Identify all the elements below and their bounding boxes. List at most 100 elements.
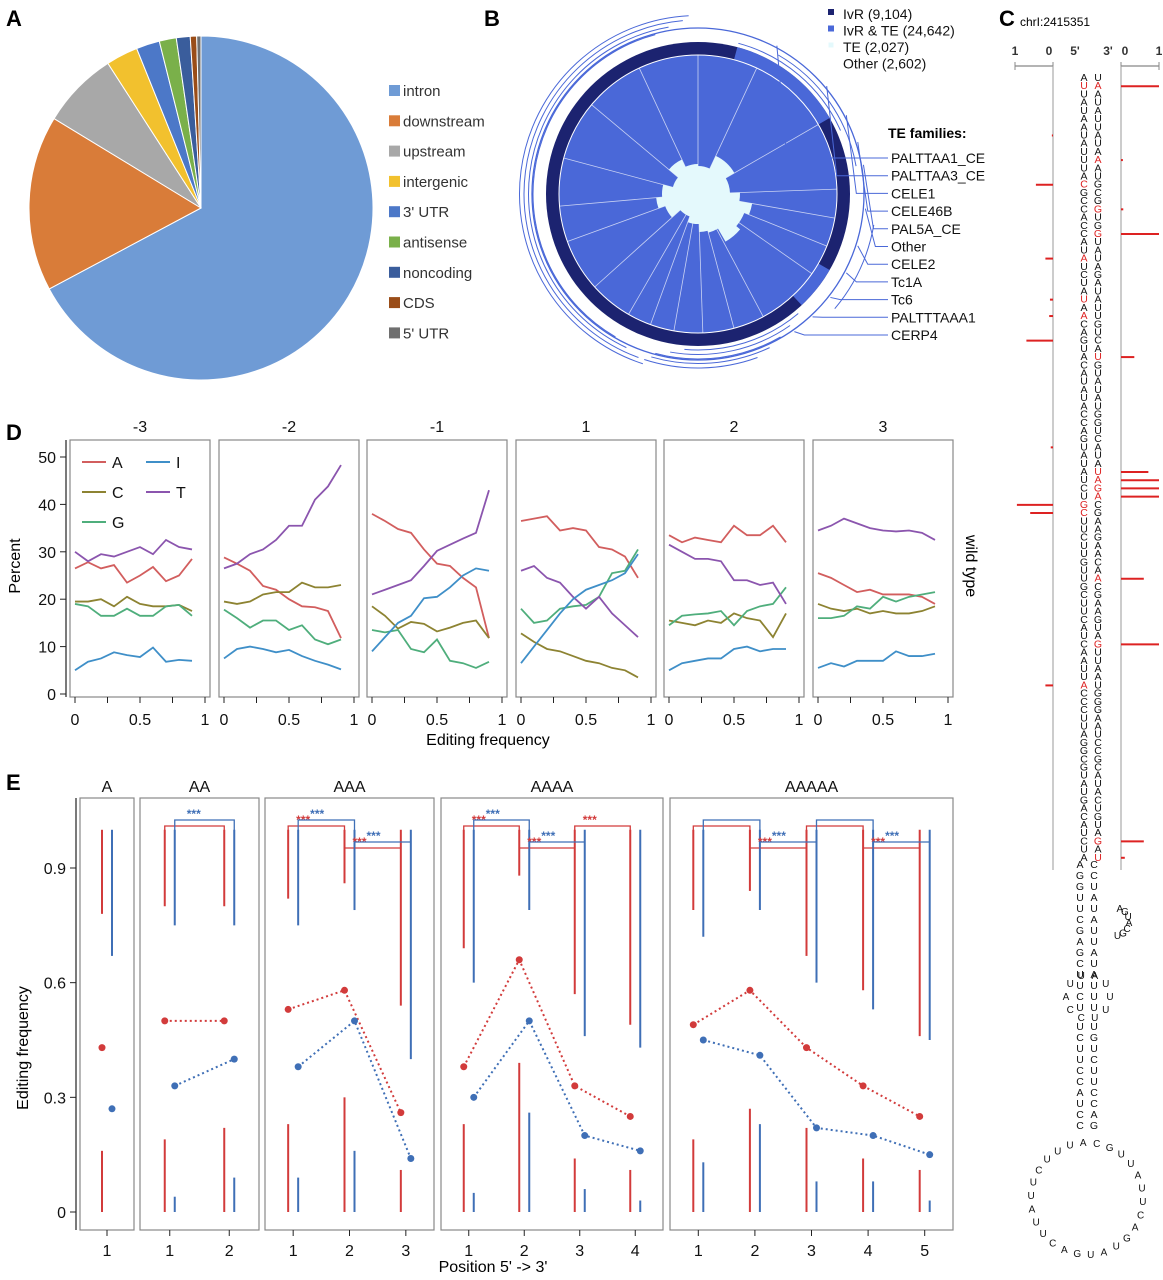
base-right: U bbox=[1094, 121, 1102, 133]
panel-label-a: A bbox=[6, 6, 22, 31]
loop-base: A bbox=[1063, 992, 1070, 1003]
base-right: U bbox=[1090, 1002, 1098, 1014]
legend-label: intergenic bbox=[403, 174, 469, 191]
base-right: U bbox=[1094, 113, 1102, 125]
base-right: A bbox=[1094, 548, 1101, 560]
panel-label-d: D bbox=[6, 420, 22, 445]
te-family-arcs bbox=[519, 15, 875, 369]
legend-label: IvR & TE (24,642) bbox=[843, 23, 955, 39]
base-right: C bbox=[1094, 737, 1102, 749]
sector-dividers bbox=[559, 55, 837, 333]
sig-bracket bbox=[815, 819, 874, 832]
loop-base: U bbox=[1044, 1155, 1051, 1166]
blue-mean-point bbox=[230, 1055, 238, 1063]
facet-frame bbox=[218, 439, 360, 698]
base-left: U bbox=[1080, 88, 1088, 100]
base-left: G bbox=[1080, 433, 1088, 445]
scale-label: 1 bbox=[1012, 44, 1019, 58]
loop-base: A bbox=[1029, 1204, 1036, 1215]
legend-swatch bbox=[389, 236, 400, 248]
sector-divider bbox=[591, 104, 685, 183]
base-left: U bbox=[1076, 1043, 1084, 1055]
blue-mean-point bbox=[813, 1124, 820, 1132]
base-left: U bbox=[1080, 129, 1088, 141]
loop-base: C bbox=[1067, 1005, 1074, 1016]
base-left: A bbox=[1080, 622, 1087, 634]
series-line-c bbox=[223, 581, 342, 605]
base-right: C bbox=[1094, 433, 1102, 445]
series-line-g bbox=[371, 629, 490, 669]
base-left: U bbox=[1080, 392, 1088, 404]
base-left: U bbox=[1080, 277, 1088, 289]
sig-label: *** bbox=[310, 807, 324, 821]
base-left: G bbox=[1076, 925, 1084, 937]
te-arc bbox=[523, 20, 683, 358]
te-family-label: Tc6 bbox=[891, 292, 913, 308]
series-line-a bbox=[817, 572, 936, 605]
d-y-tick-label: 50 bbox=[38, 450, 56, 467]
blue-mean-point bbox=[636, 1147, 644, 1155]
pie-legend: intron downstream upstream intergenic 3' UTR… bbox=[389, 83, 485, 342]
family-leader bbox=[857, 245, 888, 265]
loop-base: G bbox=[1073, 1249, 1081, 1260]
e-x-tick-label: 5 bbox=[920, 1243, 929, 1260]
red-mean-point bbox=[284, 1005, 292, 1013]
e-y-axis-label: Editing frequency bbox=[15, 986, 32, 1110]
base-right: A bbox=[1094, 491, 1101, 503]
base-right: U bbox=[1094, 425, 1102, 437]
base-right: U bbox=[1090, 1021, 1098, 1033]
pie-slices bbox=[28, 35, 374, 381]
e-x-tick-label: 1 bbox=[165, 1243, 174, 1260]
base-right: U bbox=[1094, 384, 1102, 396]
base-right: U bbox=[1094, 647, 1102, 659]
base-right: U bbox=[1094, 450, 1102, 462]
blue-mean-point bbox=[525, 1017, 533, 1025]
base-right: G bbox=[1094, 614, 1102, 626]
base-left: A bbox=[1080, 384, 1087, 396]
base-right: U bbox=[1094, 138, 1102, 150]
base-right: A bbox=[1094, 441, 1101, 453]
base-left: G bbox=[1076, 870, 1084, 882]
base-left: U bbox=[1076, 1021, 1084, 1033]
base-left: C bbox=[1080, 688, 1088, 700]
red-mean-point bbox=[341, 986, 348, 994]
te-arc bbox=[738, 42, 841, 131]
sig-bracket bbox=[702, 819, 761, 832]
e-x-axis-label: Position 5' -> 3' bbox=[439, 1259, 548, 1276]
base-left: A bbox=[1080, 655, 1087, 667]
base-left: U bbox=[1080, 540, 1088, 552]
base-right: G bbox=[1094, 220, 1102, 232]
legend-label: CDS bbox=[403, 295, 435, 312]
base-right: A bbox=[1090, 947, 1097, 959]
base-left: A bbox=[1076, 936, 1083, 948]
sector-divider bbox=[698, 211, 704, 333]
sig-label: *** bbox=[367, 829, 381, 843]
legend-swatch bbox=[828, 25, 834, 32]
red-mean-point bbox=[859, 1082, 867, 1090]
base-right: A bbox=[1094, 770, 1101, 782]
series-line-t bbox=[520, 564, 639, 638]
base-right: G bbox=[1094, 507, 1102, 519]
base-left: U bbox=[1080, 720, 1088, 732]
base-left: U bbox=[1076, 1098, 1084, 1110]
base-right: C bbox=[1094, 762, 1102, 774]
red-mean-point bbox=[161, 1017, 169, 1025]
sig-bracket bbox=[473, 819, 530, 832]
series-line-i bbox=[668, 645, 786, 672]
base-right: G bbox=[1094, 179, 1102, 191]
base-left: U bbox=[1080, 548, 1088, 560]
base-right: U bbox=[1094, 351, 1102, 363]
family-leader bbox=[864, 208, 888, 247]
red-mean-point bbox=[220, 1017, 228, 1025]
red-mean-point bbox=[916, 1112, 924, 1120]
panel-label-e: E bbox=[6, 770, 21, 795]
base-right: A bbox=[1094, 162, 1101, 174]
base-right: A bbox=[1094, 565, 1101, 577]
scale-label: 1 bbox=[1156, 44, 1163, 58]
loop-base: U bbox=[1067, 979, 1074, 990]
base-right: A bbox=[1094, 844, 1101, 856]
loop-base: C bbox=[1035, 1165, 1042, 1176]
base-right: A bbox=[1094, 597, 1101, 609]
base-left: C bbox=[1080, 638, 1088, 650]
series-line-a bbox=[668, 524, 787, 544]
